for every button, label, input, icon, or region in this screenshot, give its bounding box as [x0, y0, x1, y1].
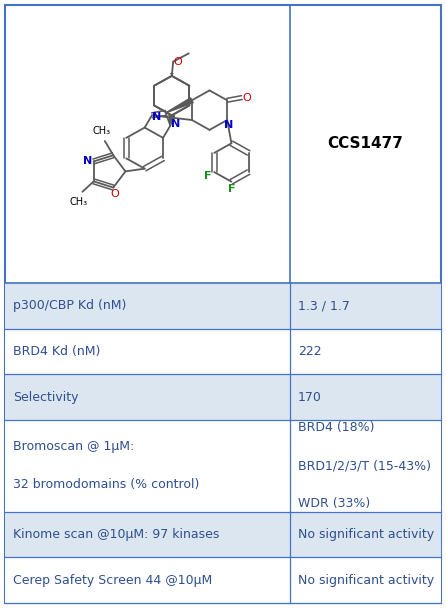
Bar [5, 375, 441, 420]
Text: N: N [224, 120, 233, 131]
Text: Cerep Safety Screen 44 @10μM: Cerep Safety Screen 44 @10μM [13, 573, 212, 587]
Text: BRD4 (18%)

BRD1/2/3/T (15-43%)

WDR (33%): BRD4 (18%) BRD1/2/3/T (15-43%) WDR (33%) [298, 421, 431, 510]
Bar [5, 420, 441, 511]
Text: 170: 170 [298, 391, 322, 404]
Text: Selectivity: Selectivity [13, 391, 78, 404]
Polygon shape [169, 115, 174, 126]
Bar [5, 511, 441, 558]
Text: O: O [173, 57, 182, 67]
Text: F: F [227, 184, 235, 195]
Bar [5, 558, 441, 603]
Text: N: N [153, 112, 162, 122]
Text: CCS1477: CCS1477 [327, 137, 404, 151]
Text: 1.3 / 1.7: 1.3 / 1.7 [298, 299, 350, 313]
Text: BRD4 Kd (nM): BRD4 Kd (nM) [13, 345, 100, 358]
Text: N: N [83, 156, 92, 167]
Bar [5, 283, 441, 329]
Text: No significant activity: No significant activity [298, 528, 434, 541]
Text: Bromoscan @ 1μM:

32 bromodomains (% control): Bromoscan @ 1μM: 32 bromodomains (% cont… [13, 440, 199, 491]
Text: N: N [171, 119, 180, 130]
Text: Kinome scan @10μM: 97 kinases: Kinome scan @10μM: 97 kinases [13, 528, 219, 541]
Bar [5, 329, 441, 375]
Text: 222: 222 [298, 345, 322, 358]
Text: CH₃: CH₃ [93, 126, 111, 136]
Text: No significant activity: No significant activity [298, 573, 434, 587]
Text: CH₃: CH₃ [70, 197, 88, 207]
Text: F: F [204, 171, 212, 181]
Text: O: O [243, 92, 252, 103]
Text: O: O [110, 188, 119, 199]
Polygon shape [165, 98, 193, 113]
Text: p300/CBP Kd (nM): p300/CBP Kd (nM) [13, 299, 126, 313]
